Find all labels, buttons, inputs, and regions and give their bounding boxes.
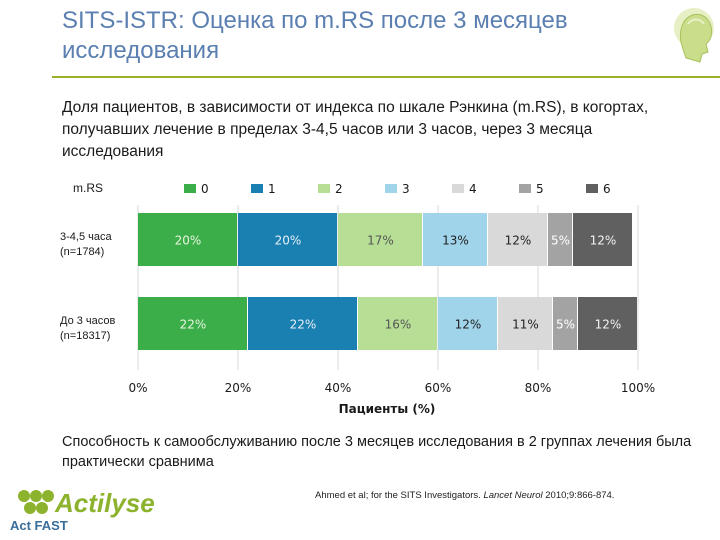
legend-label-4: 4 <box>469 182 477 196</box>
legend-swatch-3 <box>385 184 397 193</box>
brand-name: Actilyse <box>55 488 155 518</box>
x-tick-label: 100% <box>621 381 655 395</box>
bar-segment-mrs-5 <box>553 297 577 350</box>
brand-tagline: Act FAST <box>10 518 68 533</box>
bar-segment-mrs-6 <box>573 213 632 266</box>
x-axis-ticks: 0% 20% 40% 60% 80% 100% <box>128 381 655 395</box>
bar-value-label: 12% <box>595 318 622 332</box>
chart-legend: 0 1 2 3 4 5 6 <box>184 182 611 196</box>
slide-title: SITS-ISTR: Оценка по m.RS после 3 месяце… <box>62 7 568 64</box>
category-count: (n=1784) <box>60 246 104 258</box>
bar-value-label: 12% <box>590 234 617 248</box>
category-label: До 3 часов <box>60 315 116 327</box>
profile-head-icon <box>674 8 714 63</box>
bar-segment-mrs-4 <box>498 297 552 350</box>
bar-value-label: 22% <box>180 318 207 332</box>
bar-value-label: 11% <box>512 318 539 332</box>
category-label: 3-4,5 часа <box>60 231 112 243</box>
category-count: (n=18317) <box>60 330 110 342</box>
legend-swatch-0 <box>184 184 196 193</box>
bar-value-label: 17% <box>367 234 394 248</box>
bar-segment-mrs-1 <box>238 213 337 266</box>
actilyse-logo-icon <box>18 490 54 514</box>
legend-swatch-1 <box>251 184 263 193</box>
legend-label-3: 3 <box>402 182 410 196</box>
bar-segment-mrs-4 <box>488 213 547 266</box>
bar-value-label: 12% <box>505 234 532 248</box>
x-tick-label: 20% <box>225 381 252 395</box>
bar-value-label: 13% <box>442 234 469 248</box>
chart-description: Доля пациентов, в зависимости от индекса… <box>62 99 649 160</box>
x-tick-label: 80% <box>525 381 552 395</box>
legend-swatch-2 <box>318 184 330 193</box>
bar-segment-mrs-0 <box>138 297 247 350</box>
bar-segment-mrs-5 <box>548 213 572 266</box>
bar-value-label: 22% <box>290 318 317 332</box>
bar-segment-mrs-2 <box>358 297 437 350</box>
title-divider <box>52 76 720 78</box>
stacked-bar-chart: m.RS 0 1 2 3 4 5 6 20% 20% 17% 13% 12% 5% 12% 22% 22% 1… <box>60 181 655 416</box>
citation-details: 2010;9:866-874. <box>542 490 615 501</box>
bar-segment-mrs-1 <box>248 297 357 350</box>
citation-journal: Lancet Neurol <box>483 490 543 501</box>
bar-segment-mrs-6 <box>578 297 637 350</box>
citation: Ahmed et al; for the SITS Investigators.… <box>315 490 715 501</box>
legend-title: m.RS <box>73 181 103 195</box>
bar-value-label: 20% <box>175 234 202 248</box>
legend-label-1: 1 <box>268 182 276 196</box>
legend-label-5: 5 <box>536 182 544 196</box>
legend-label-2: 2 <box>335 182 343 196</box>
x-tick-label: 40% <box>325 381 352 395</box>
legend-label-6: 6 <box>603 182 611 196</box>
category-labels: 3-4,5 часа (n=1784) До 3 часов (n=18317) <box>60 231 116 342</box>
legend-label-0: 0 <box>201 182 209 196</box>
bar-segment-mrs-2 <box>338 213 422 266</box>
x-axis-label: Пациенты (%) <box>339 402 436 416</box>
legend-swatch-6 <box>586 184 598 193</box>
citation-authors: Ahmed et al; for the SITS Investigators. <box>315 490 484 501</box>
x-tick-label: 60% <box>425 381 452 395</box>
chart-bars: 20% 20% 17% 13% 12% 5% 12% 22% 22% 16% 12% 11% 5% 12% <box>138 213 637 350</box>
bar-value-label: 20% <box>275 234 302 248</box>
bar-segment-mrs-3 <box>438 297 497 350</box>
bar-value-label: 16% <box>385 318 412 332</box>
bar-value-label: 12% <box>455 318 482 332</box>
x-tick-label: 0% <box>128 381 147 395</box>
bar-value-label: 5% <box>556 318 575 332</box>
bar-segment-mrs-3 <box>423 213 487 266</box>
bar-segment-mrs-0 <box>138 213 237 266</box>
conclusion-text: Способность к самообслуживанию после 3 м… <box>62 434 692 470</box>
bar-value-label: 5% <box>551 234 570 248</box>
legend-swatch-4 <box>452 184 464 193</box>
legend-swatch-5 <box>519 184 531 193</box>
